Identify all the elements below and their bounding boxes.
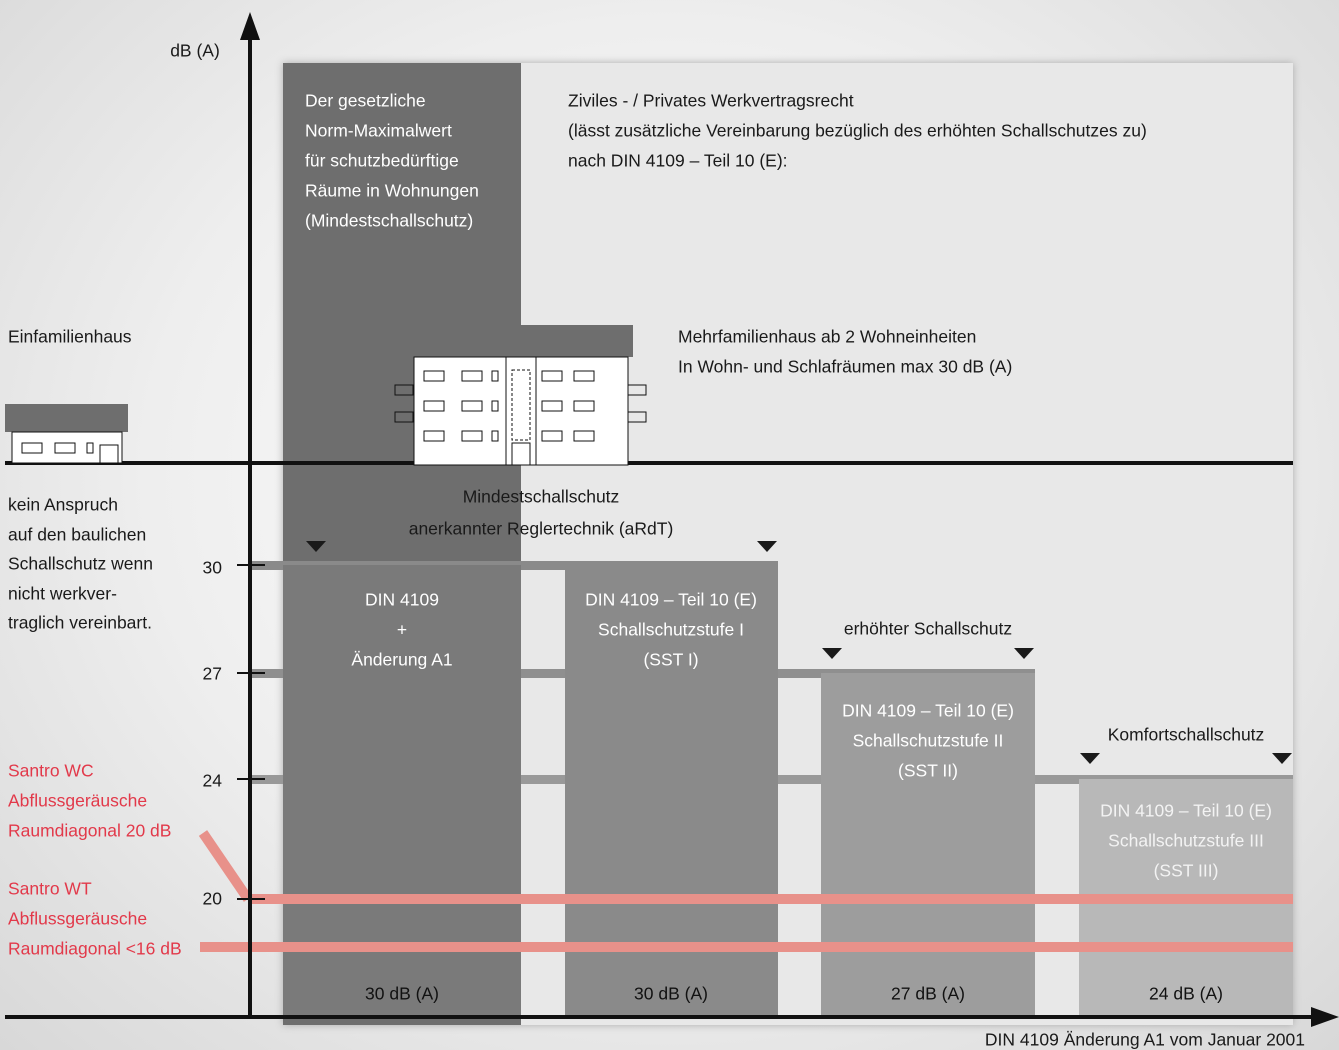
santro-lines xyxy=(198,830,1293,952)
column-note: Der gesetzliche xyxy=(305,90,426,111)
window xyxy=(573,370,595,382)
house-label: Einfamilienhaus xyxy=(8,326,132,347)
santro-note: Raumdiagonal <16 dB xyxy=(8,938,182,959)
y-axis-label: dB (A) xyxy=(170,40,220,61)
left-note: Schallschutz wenn xyxy=(8,553,153,574)
y-tick-label: 30 xyxy=(202,557,222,578)
bar-value: 30 dB (A) xyxy=(634,983,708,1004)
y-arrow xyxy=(240,12,260,40)
bar-label: Schallschutzstufe II xyxy=(852,730,1004,751)
window xyxy=(573,430,595,442)
bar-label: DIN 4109 – Teil 10 (E) xyxy=(1100,800,1272,821)
column-note: für schutzbedürftige xyxy=(305,150,459,171)
window xyxy=(541,430,563,442)
x-axis-label: DIN 4109 Änderung A1 vom Januar 2001 xyxy=(984,1029,1305,1050)
tick-marks xyxy=(237,564,265,900)
window xyxy=(541,400,563,412)
column-note: Norm-Maximalwert xyxy=(305,120,452,141)
left-note: kein Anspruch xyxy=(8,494,118,515)
left-note: traglich vereinbart. xyxy=(8,612,152,633)
window xyxy=(461,400,483,412)
bar-label: DIN 4109 xyxy=(365,589,439,610)
house-label: In Wohn- und Schlafräumen max 30 dB (A) xyxy=(678,356,1013,377)
y-tick-label: 24 xyxy=(202,770,222,791)
santro-note: Abflussgeräusche xyxy=(8,908,148,929)
bar xyxy=(283,565,521,1017)
bar-label: DIN 4109 – Teil 10 (E) xyxy=(842,700,1014,721)
bar xyxy=(821,673,1035,1017)
bar-value: 24 dB (A) xyxy=(1149,983,1223,1004)
bar-label: Schallschutzstufe III xyxy=(1108,830,1264,851)
panel-note: nach DIN 4109 – Teil 10 (E): xyxy=(568,150,788,171)
window xyxy=(491,430,499,442)
bar-label: DIN 4109 – Teil 10 (E) xyxy=(585,589,757,610)
left-note: auf den baulichen xyxy=(8,523,147,544)
window xyxy=(423,400,445,412)
bar-label: + xyxy=(396,619,408,640)
bar-value: 27 dB (A) xyxy=(891,983,965,1004)
single-house xyxy=(5,404,128,464)
window xyxy=(423,370,445,382)
y-tick-label: 27 xyxy=(202,663,222,684)
santro-note: Santro WC xyxy=(8,760,94,781)
y-tick-label: 20 xyxy=(202,888,222,909)
window xyxy=(491,370,499,382)
group-label: anerkannter Reglertechnik (aRdT) xyxy=(408,518,674,539)
window xyxy=(423,430,445,442)
column-note: Räume in Wohnungen xyxy=(305,180,479,201)
group-label: Komfortschallschutz xyxy=(1107,724,1265,745)
group-label: Mindestschallschutz xyxy=(462,486,620,507)
multi-house xyxy=(394,325,647,466)
x-arrow xyxy=(1311,1007,1339,1027)
window xyxy=(491,400,499,412)
column-note: (Mindestschallschutz) xyxy=(305,210,474,231)
window xyxy=(541,370,563,382)
santro-note: Abflussgeräusche xyxy=(8,790,148,811)
bar xyxy=(565,565,778,1017)
bar-label: (SST II) xyxy=(898,760,958,781)
bar-label: Änderung A1 xyxy=(351,649,453,670)
bar-value: 30 dB (A) xyxy=(365,983,439,1004)
santro-note: Raumdiagonal 20 dB xyxy=(8,820,172,841)
group-label: erhöhter Schallschutz xyxy=(843,618,1013,639)
santro-note: Santro WT xyxy=(8,878,92,899)
window xyxy=(461,430,483,442)
panel-note: Ziviles - / Privates Werkvertragsrecht xyxy=(568,90,854,111)
window xyxy=(461,370,483,382)
bar-label: (SST III) xyxy=(1153,860,1219,881)
window xyxy=(573,400,595,412)
panel-note: (lässt zusätzliche Vereinbarung bezüglic… xyxy=(568,120,1147,141)
left-note: nicht werkver- xyxy=(8,582,117,603)
bar-label: (SST I) xyxy=(643,649,699,670)
markers xyxy=(306,541,1292,764)
house-label: Mehrfamilienhaus ab 2 Wohneinheiten xyxy=(678,326,977,347)
bar-label: Schallschutzstufe I xyxy=(598,619,744,640)
